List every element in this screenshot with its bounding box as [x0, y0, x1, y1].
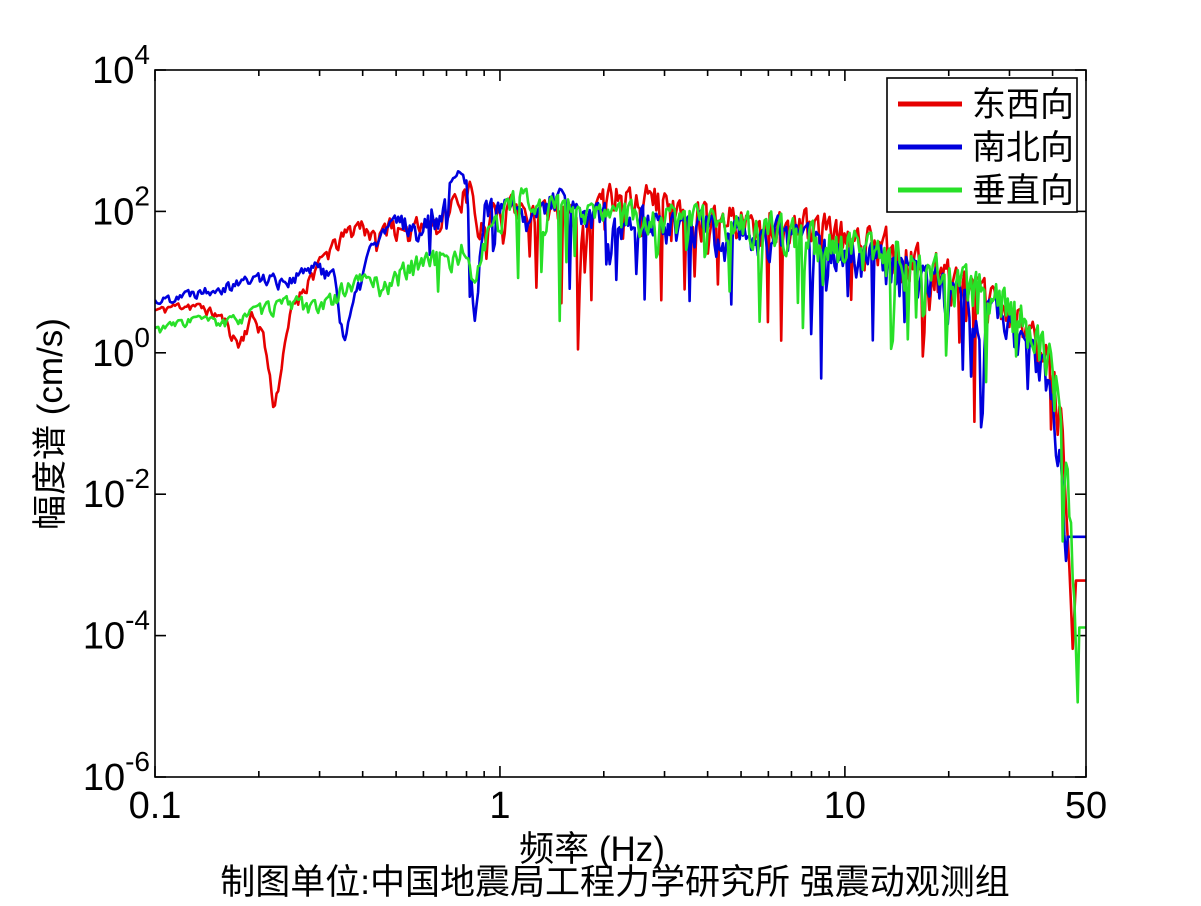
y-tick-label: 10-4	[83, 605, 150, 658]
y-tick-label: 104	[92, 39, 150, 92]
y-tick-label: 10-2	[83, 463, 150, 516]
series-line-2	[155, 187, 1086, 704]
series-lines	[155, 170, 1086, 704]
x-tick-label: 0.1	[129, 785, 182, 827]
caption: 制图单位:中国地震局工程力学研究所 强震动观测组	[220, 863, 1009, 901]
legend-label-2: 垂直向	[972, 172, 1074, 210]
series-line-1	[155, 170, 1086, 563]
x-tick-label: 1	[489, 785, 510, 827]
series-line-0	[155, 180, 1086, 651]
y-tick-label: 10-6	[83, 746, 150, 799]
plot-border	[154, 69, 1087, 778]
y-tick-label: 102	[92, 180, 150, 233]
y-axis-label: 幅度谱 (cm/s)	[31, 318, 70, 530]
x-tick-label: 10	[824, 785, 866, 827]
x-tick-label: 50	[1065, 785, 1107, 827]
axis-ticks: 0.1 1 10 50 104 102 100 10-2 10-4 10-6	[83, 39, 1107, 827]
y-tick-label: 100	[92, 322, 150, 375]
legend-label-1: 南北向	[972, 129, 1074, 167]
legend-label-0: 东西向	[972, 86, 1074, 124]
x-axis-label: 频率 (Hz)	[519, 830, 665, 869]
